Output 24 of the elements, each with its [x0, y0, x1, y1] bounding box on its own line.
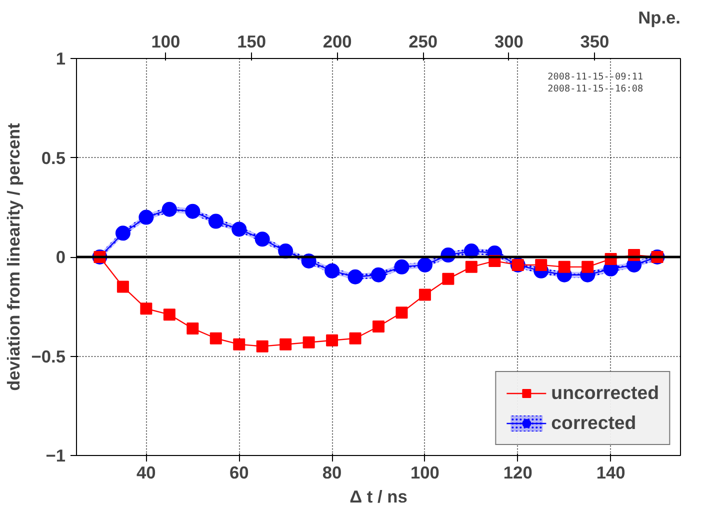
y-tick-label: 0: [56, 247, 66, 267]
y-tick-label: −1: [46, 446, 66, 466]
x2-tick-label: 350: [580, 32, 610, 52]
legend-label: uncorrected: [551, 382, 659, 404]
y-tick-label: −0.5: [31, 346, 66, 366]
x-tick-label: 100: [410, 462, 440, 482]
x2-tick-label: 200: [322, 32, 352, 52]
x-tick-label: 80: [322, 462, 342, 482]
x-axis-title: Δ t / ns: [350, 486, 408, 506]
x2-tick-label: 300: [494, 32, 524, 52]
y-tick-label: 1: [56, 48, 66, 68]
y-axis-title: deviation from linearity / percent: [3, 122, 24, 391]
x2-tick-label: 150: [237, 32, 266, 52]
legend-label: corrected: [551, 412, 636, 434]
x2-tick-label: 100: [151, 32, 180, 52]
x-tick-label: 140: [596, 462, 626, 482]
annotation: 2008-11-15--16:08: [548, 83, 644, 94]
x2-tick-label: 250: [408, 32, 438, 52]
y-tick-label: 0.5: [41, 148, 66, 168]
x-tick-label: 60: [229, 462, 249, 482]
x-tick-label: 40: [136, 462, 156, 482]
x-tick-label: 120: [503, 462, 532, 482]
annotation: 2008-11-15--09:11: [548, 71, 644, 82]
x2-axis-title: Np.e.: [638, 8, 681, 28]
